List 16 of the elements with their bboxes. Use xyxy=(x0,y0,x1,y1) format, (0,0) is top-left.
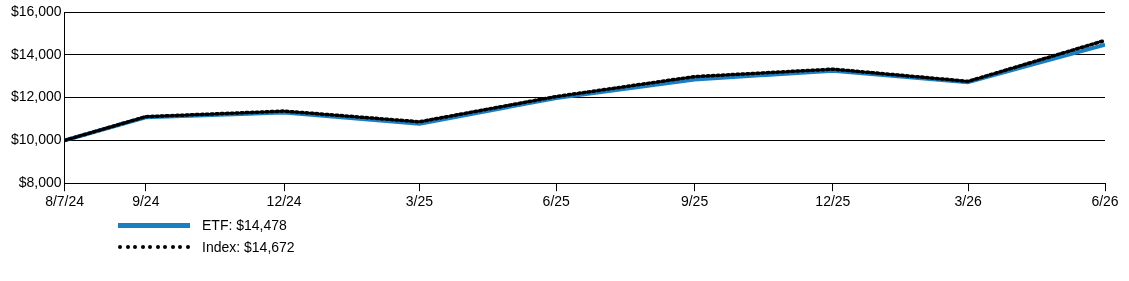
x-tick-label: 12/24 xyxy=(266,193,302,210)
x-tick-label: 9/24 xyxy=(132,193,160,210)
x-tick-label: 3/26 xyxy=(954,193,983,210)
x-tick-label: 8/7/24 xyxy=(45,193,85,210)
x-tick-label: 6/25 xyxy=(542,193,571,210)
x-tick-label: 9/25 xyxy=(680,193,709,210)
y-tick-label: $8,000 xyxy=(18,174,62,191)
y-tick-label: $16,000 xyxy=(11,2,62,19)
y-tick-label: $10,000 xyxy=(11,131,62,148)
y-tick-label: $14,000 xyxy=(11,45,62,62)
legend-label: Index: $14,672 xyxy=(202,239,295,255)
x-tick-label: 3/25 xyxy=(405,193,434,210)
x-tick-label: 12/25 xyxy=(815,193,851,210)
y-tick-label: $12,000 xyxy=(11,88,62,105)
x-tick-label: 6/26 xyxy=(1091,193,1119,210)
legend-label: ETF: $14,478 xyxy=(202,217,287,233)
